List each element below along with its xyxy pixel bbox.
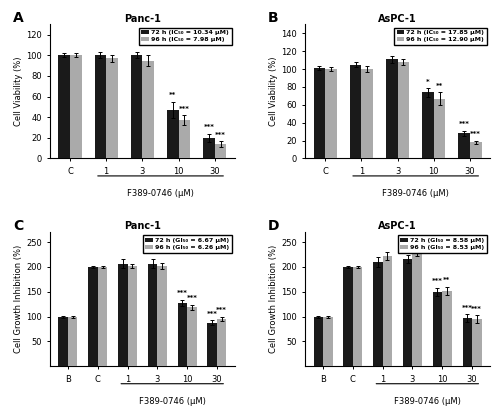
Bar bbox=[217, 319, 226, 366]
Bar bbox=[458, 133, 470, 158]
Title: Panc-1: Panc-1 bbox=[124, 14, 161, 24]
Text: A: A bbox=[13, 11, 24, 25]
Bar bbox=[344, 267, 353, 366]
Bar bbox=[178, 303, 187, 366]
Bar bbox=[403, 258, 412, 366]
Bar bbox=[314, 317, 323, 366]
Bar bbox=[442, 291, 452, 366]
Bar bbox=[373, 262, 382, 366]
Bar bbox=[142, 61, 154, 158]
Y-axis label: Cell Growth Inhibition (%): Cell Growth Inhibition (%) bbox=[270, 245, 278, 353]
Text: *: * bbox=[426, 79, 430, 85]
Bar bbox=[94, 55, 106, 158]
Legend: 72 h (IC₅₀ = 17.85 μM), 96 h (IC₅₀ = 12.90 μM): 72 h (IC₅₀ = 17.85 μM), 96 h (IC₅₀ = 12.… bbox=[394, 28, 487, 45]
Text: ***: *** bbox=[177, 291, 188, 296]
Bar bbox=[106, 59, 118, 158]
Text: B: B bbox=[268, 11, 279, 25]
Bar bbox=[128, 266, 137, 366]
Bar bbox=[208, 323, 217, 366]
Text: **: ** bbox=[169, 92, 176, 98]
Bar bbox=[412, 252, 422, 366]
Bar bbox=[118, 263, 128, 366]
Bar bbox=[314, 68, 325, 158]
Bar bbox=[432, 292, 442, 366]
Text: ***: *** bbox=[179, 106, 190, 112]
Y-axis label: Cell Viability (%): Cell Viability (%) bbox=[14, 57, 23, 126]
Text: ***: *** bbox=[432, 278, 443, 284]
Text: ***: *** bbox=[470, 131, 481, 137]
Bar bbox=[362, 69, 373, 158]
Bar bbox=[215, 144, 226, 158]
Title: AsPC-1: AsPC-1 bbox=[378, 14, 417, 24]
Bar bbox=[353, 267, 362, 366]
Text: F389-0746 (μM): F389-0746 (μM) bbox=[382, 189, 449, 198]
Text: F389-0746 (μM): F389-0746 (μM) bbox=[127, 189, 194, 198]
Y-axis label: Cell Viability (%): Cell Viability (%) bbox=[270, 57, 278, 126]
Text: C: C bbox=[13, 219, 24, 233]
Title: Panc-1: Panc-1 bbox=[124, 221, 161, 232]
Bar bbox=[167, 110, 178, 158]
Bar bbox=[58, 55, 70, 158]
Text: F389-0746 (μM): F389-0746 (μM) bbox=[139, 397, 205, 406]
Title: AsPC-1: AsPC-1 bbox=[378, 221, 417, 232]
Bar bbox=[462, 318, 472, 366]
Bar bbox=[178, 120, 190, 158]
Text: ***: *** bbox=[206, 311, 218, 317]
Bar bbox=[148, 263, 158, 366]
Bar bbox=[204, 138, 215, 158]
Bar bbox=[422, 92, 434, 158]
Text: F389-0746 (μM): F389-0746 (μM) bbox=[394, 397, 461, 406]
Bar bbox=[472, 319, 482, 366]
Bar bbox=[470, 142, 482, 158]
Bar bbox=[386, 59, 398, 158]
Legend: 72 h (GI₅₀ = 6.67 μM), 96 h (GI₅₀ = 6.26 μM): 72 h (GI₅₀ = 6.67 μM), 96 h (GI₅₀ = 6.26… bbox=[142, 235, 232, 253]
Bar bbox=[158, 266, 167, 366]
Text: **: ** bbox=[436, 83, 443, 89]
Text: ***: *** bbox=[216, 307, 227, 313]
Text: ***: *** bbox=[472, 306, 482, 312]
Text: ***: *** bbox=[459, 121, 469, 127]
Bar bbox=[88, 267, 98, 366]
Bar bbox=[350, 65, 362, 158]
Bar bbox=[434, 98, 446, 158]
Bar bbox=[323, 317, 332, 366]
Bar bbox=[187, 307, 196, 366]
Text: ***: *** bbox=[462, 305, 472, 311]
Bar bbox=[98, 267, 108, 366]
Text: **: ** bbox=[444, 278, 450, 284]
Bar bbox=[398, 62, 409, 158]
Legend: 72 h (GI₅₀ = 8.58 μM), 96 h (GI₅₀ = 8.53 μM): 72 h (GI₅₀ = 8.58 μM), 96 h (GI₅₀ = 8.53… bbox=[398, 235, 487, 253]
Bar bbox=[382, 256, 392, 366]
Y-axis label: Cell Growth Inhibition (%): Cell Growth Inhibition (%) bbox=[14, 245, 23, 353]
Bar bbox=[131, 55, 142, 158]
Bar bbox=[68, 317, 78, 366]
Bar bbox=[70, 55, 82, 158]
Text: ***: *** bbox=[204, 125, 214, 130]
Bar bbox=[58, 317, 68, 366]
Text: ***: *** bbox=[215, 131, 226, 138]
Bar bbox=[325, 69, 336, 158]
Text: ***: *** bbox=[186, 295, 198, 301]
Text: D: D bbox=[268, 219, 280, 233]
Legend: 72 h (IC₅₀ = 10.34 μM), 96 h (IC₅₀ = 7.98 μM): 72 h (IC₅₀ = 10.34 μM), 96 h (IC₅₀ = 7.9… bbox=[139, 28, 232, 45]
